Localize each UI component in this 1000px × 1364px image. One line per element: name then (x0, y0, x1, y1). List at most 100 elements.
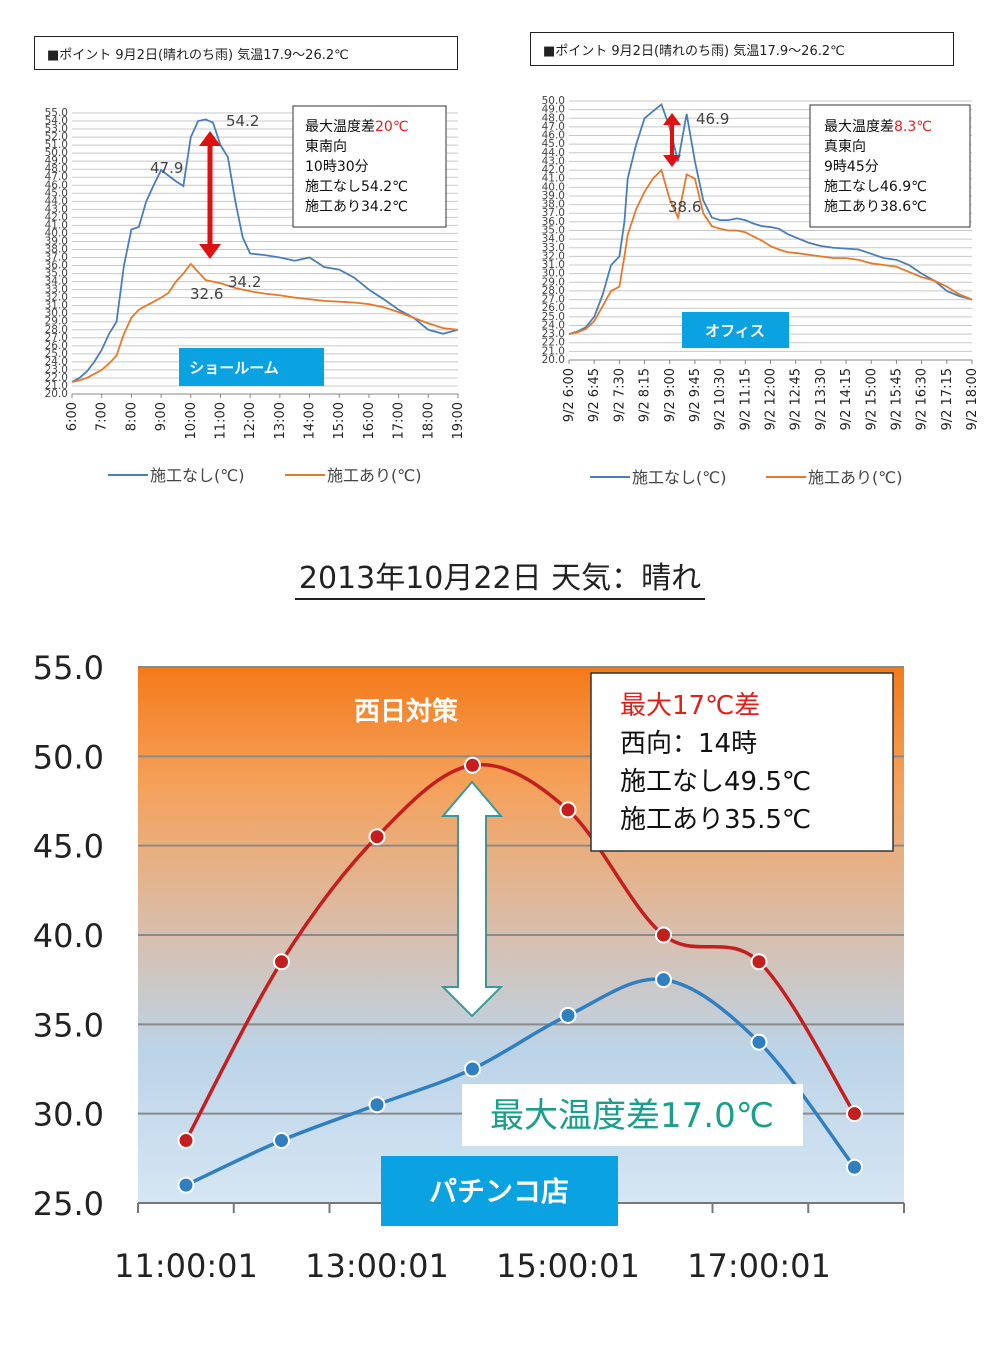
chart3-y-tick-label: 50.0 (33, 738, 104, 776)
chart2-y-tick-label: 47.0 (542, 121, 565, 133)
chart2-info-label: 最大温度差 (824, 119, 894, 135)
chart2-info-line: 施工なし46.9℃ (824, 179, 927, 195)
chart1-y-tick-label: 36.0 (45, 260, 68, 272)
chart1-x-tick-label: 17:00 (392, 402, 407, 439)
chart1-y-tick-label: 39.0 (45, 235, 68, 247)
chart3-point-untreated (846, 1105, 863, 1123)
chart2-y-tick-label: 38.0 (542, 199, 565, 211)
chart1-y-tick-label: 41.0 (45, 219, 68, 231)
chart1-diff-arrow-head-down (199, 244, 221, 259)
chart3-y-tick-label: 25.0 (33, 1185, 104, 1223)
chart2-y-tick-label: 48.0 (542, 112, 565, 124)
chart2-diff-arrow-head-down (663, 155, 681, 167)
chart1-x-tick-label: 9:00 (154, 402, 169, 431)
chart2-y-tick-label: 49.0 (542, 104, 565, 116)
chart2-y-tick-label: 43.0 (542, 155, 565, 167)
chart2-y-tick-label: 37.0 (542, 207, 565, 219)
chart1-location-label: ショールーム (189, 359, 279, 377)
chart2-info-line: 9時45分 (824, 159, 879, 175)
chart3-big-label-box (462, 1084, 803, 1146)
chart3-x-tick-label: 17:00:01 (687, 1247, 831, 1285)
chart2-y-tick-label: 23.0 (542, 328, 565, 340)
chart2-y-tick-label: 34.0 (542, 233, 565, 245)
chart1-y-tick-label: 48.0 (45, 163, 68, 175)
chart3-point-untreated (368, 828, 386, 846)
chart1-series-line-untreated (71, 118, 459, 383)
chart1-annotation: 47.9 (150, 159, 183, 177)
chart1-y-tick-label: 22.0 (45, 372, 68, 384)
chart1-diff-arrow-head-up (199, 131, 221, 146)
chart1-x-tick-label: 16:00 (362, 402, 377, 439)
chart1-annotation: 34.2 (228, 273, 261, 291)
chart1-info-label: 最大温度差 (305, 119, 375, 135)
chart1-x-tick-label: 19:00 (451, 402, 466, 439)
chart1-x-tick-label: 8:00 (124, 402, 139, 431)
chart3-point-untreated (177, 1131, 195, 1149)
chart1-y-tick-label: 47.0 (45, 171, 68, 183)
chart1-y-tick-label: 23.0 (45, 364, 68, 376)
chart2-annotation: 38.6 (668, 198, 701, 216)
chart1-legend-label-untreated: 施工なし(℃) (150, 466, 244, 485)
chart2-info-line: 真東向 (824, 139, 866, 155)
chart1-y-tick-label: 35.0 (45, 268, 68, 280)
chart2-y-tick-label: 42.0 (542, 164, 565, 176)
chart2-info-value: 8.3℃ (894, 119, 932, 135)
chart1-info-line: 東南向 (305, 139, 347, 155)
chart3-x-tick-label: 15:00:01 (496, 1247, 640, 1285)
chart2-x-tick-label: 9/2 17:15 (940, 368, 955, 431)
chart1-y-tick-label: 31.0 (45, 300, 68, 312)
chart2-y-tick-label: 27.0 (542, 294, 565, 306)
chart2-diff-arrow-head-up (663, 113, 681, 125)
chart3-point-treated (368, 1096, 386, 1114)
chart3-info-line: 最大17℃差 (620, 691, 760, 721)
chart2-location-label: オフィス (705, 322, 765, 340)
chart2-location-badge (682, 312, 789, 348)
chart1-y-tick-label: 53.0 (45, 123, 68, 135)
chart1-x-tick-label: 18:00 (421, 402, 436, 439)
chart1-annotation: 32.6 (190, 285, 223, 303)
chart2-x-tick-label: 9/2 8:15 (638, 368, 653, 422)
chart3-x-tick-label: 13:00:01 (305, 1247, 449, 1285)
chart3-point-treated (846, 1158, 863, 1176)
chart1-info-line: 10時30分 (305, 159, 369, 175)
chart2-x-tick-label: 9/2 12:45 (789, 368, 804, 431)
chart2-y-tick-label: 28.0 (542, 285, 565, 297)
chart3-info-box (590, 672, 894, 852)
chart1-info-line: 最大温度差20℃ (305, 119, 409, 135)
chart1-y-tick-label: 25.0 (45, 348, 68, 360)
chart3-point-untreated (559, 801, 577, 819)
chart2-y-tick-label: 44.0 (542, 147, 565, 159)
chart1-x-tick-label: 12:00 (243, 402, 258, 439)
chart2-y-tick-label: 36.0 (542, 216, 565, 228)
chart3-point-treated (559, 1006, 577, 1024)
chart3-info-line: 施工あり35.5℃ (620, 805, 811, 835)
chart2-x-tick-label: 9/2 11:15 (738, 368, 753, 431)
chart3-point-treated (273, 1131, 290, 1149)
chart2-legend-label-untreated: 施工なし(℃) (632, 468, 726, 487)
chart3-point-treated (655, 971, 672, 989)
chart2-y-tick-label: 30.0 (542, 268, 565, 280)
chart3-y-tick-label: 30.0 (33, 1096, 104, 1134)
chart2-x-tick-label: 9/2 6:00 (562, 368, 577, 422)
chart2-header: ■ポイント 9月2日(晴れのち雨) 気温17.9～26.2℃ (530, 32, 954, 66)
chart2-x-tick-label: 9/2 16:30 (915, 368, 930, 431)
chart3-band-label: 西日対策 (354, 696, 458, 727)
chart1-y-tick-label: 37.0 (45, 252, 68, 264)
chart2-y-tick-label: 39.0 (542, 190, 565, 202)
chart2-y-tick-label: 50.0 (542, 95, 565, 107)
chart2-x-tick-label: 9/2 14:15 (839, 368, 854, 431)
chart1-y-tick-label: 29.0 (45, 316, 68, 328)
chart1-y-tick-label: 44.0 (45, 195, 68, 207)
chart3-location-badge (381, 1156, 618, 1226)
chart1-y-tick-label: 34.0 (45, 276, 68, 288)
chart2-x-tick-label: 9/2 9:45 (688, 368, 703, 422)
chart3-y-tick-label: 40.0 (33, 917, 104, 955)
chart2-y-tick-label: 31.0 (542, 259, 565, 271)
chart3-point-treated (177, 1176, 195, 1194)
chart2-y-tick-label: 45.0 (542, 138, 565, 150)
chart2-y-tick-label: 40.0 (542, 181, 565, 193)
chart2-y-tick-label: 26.0 (542, 302, 565, 314)
chart1-x-tick-label: 15:00 (332, 402, 347, 439)
chart1-y-tick-label: 38.0 (45, 243, 68, 255)
